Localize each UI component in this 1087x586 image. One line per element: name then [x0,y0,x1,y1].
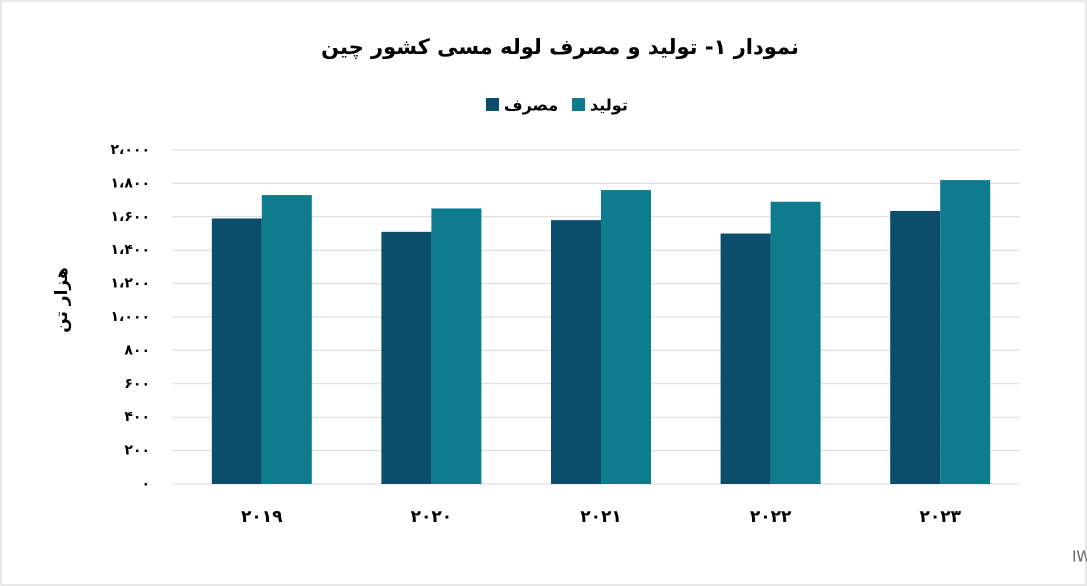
y-tick-label: ۲،۰۰۰ [111,142,151,158]
bar [890,210,941,484]
bar [211,218,262,484]
y-tick-label: ۴۰۰ [124,409,150,425]
y-tick-label: ۰ [141,476,150,492]
bar [770,201,821,484]
source: گزارشات رسمی سایت IWCQ [1072,548,1087,566]
legend-swatch [486,98,499,111]
bar [551,220,601,484]
x-tick-label: ۲۰۲۳ [919,507,961,527]
y-tick-label: ۱،۶۰۰ [111,209,151,225]
bar [381,231,432,484]
x-tick-label: ۲۰۲۱ [580,507,622,527]
legend-label: مصرف [504,96,558,115]
x-tick-label: ۲۰۲۰ [411,507,453,527]
legend-label: تولید [590,96,628,115]
bar [431,208,482,484]
y-axis-label: هزار تن [52,267,72,333]
y-tick-label: ۲۰۰ [124,443,150,459]
y-tick-label: ۶۰۰ [124,376,150,392]
chart-title: نمودار ۱- تولید و مصرف لوله مسی کشور چین [321,35,799,59]
x-tick-label: ۲۰۱۹ [241,507,283,527]
bar [601,190,651,484]
y-tick-label: ۱،۴۰۰ [111,242,151,258]
y-tick-label: ۱،۰۰۰ [111,309,151,325]
bar [720,233,771,484]
legend-swatch [572,98,585,111]
y-tick-label: ۸۰۰ [124,342,150,358]
y-tick-label: ۱،۸۰۰ [111,175,151,191]
bar [940,180,991,484]
x-tick-label: ۲۰۲۲ [750,507,792,527]
bar [261,195,312,484]
y-tick-label: ۱،۲۰۰ [111,276,151,292]
